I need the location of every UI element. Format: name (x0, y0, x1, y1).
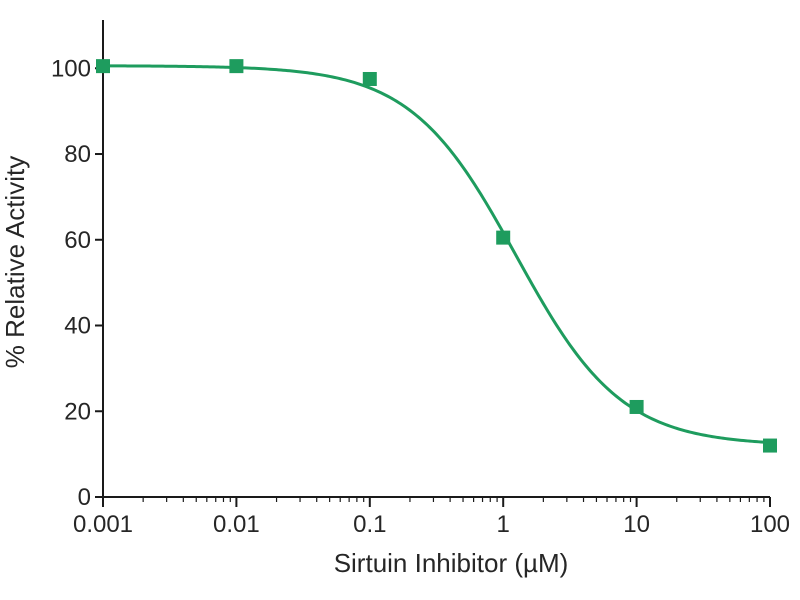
fit-curve (102, 64, 771, 445)
x-tick-label: 0.1 (353, 511, 386, 538)
y-tick-label: 100 (51, 55, 91, 82)
y-tick-label: 40 (64, 313, 91, 340)
data-point (96, 59, 110, 74)
x-tick-label: 0.001 (73, 511, 133, 538)
data-point (362, 71, 377, 86)
data-point (629, 399, 644, 414)
data-point (763, 438, 777, 453)
x-tick-label: 1 (497, 511, 510, 538)
y-tick-label: 80 (64, 141, 91, 168)
ticks (95, 67, 771, 507)
y-tick-label: 20 (64, 398, 91, 425)
x-tick-label: 0.01 (213, 511, 260, 538)
y-tick-label: 0 (78, 484, 91, 511)
y-axis-title: % Relative Activity (0, 156, 30, 368)
x-axis-title: Sirtuin Inhibitor (µM) (334, 548, 569, 578)
data-point (229, 59, 244, 74)
data-points (96, 59, 777, 453)
x-tick-label: 100 (750, 511, 790, 538)
tick-labels: 0 20 40 60 80 100 0.001 0.01 0.1 1 10 100 (51, 55, 790, 538)
x-tick-label: 10 (623, 511, 650, 538)
y-tick-label: 60 (64, 227, 91, 254)
axes (102, 20, 770, 498)
data-point (496, 230, 511, 245)
